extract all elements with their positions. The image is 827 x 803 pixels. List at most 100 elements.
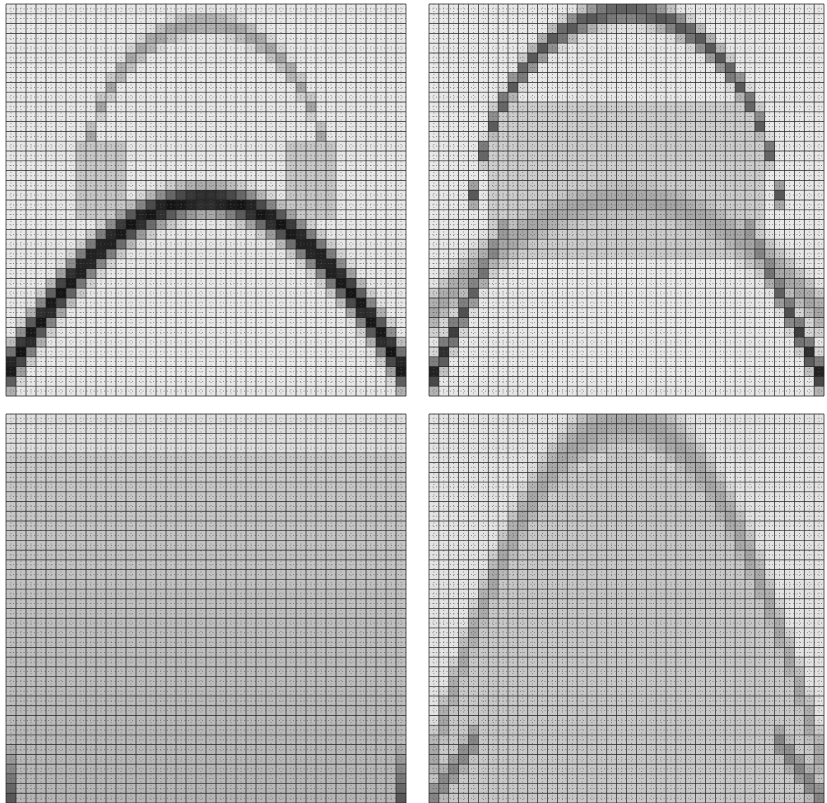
cell [794,249,804,259]
cell [286,151,296,161]
cell [186,443,196,453]
cell [804,180,814,190]
cell [528,33,538,43]
cell [146,715,156,725]
cell [636,4,646,14]
cell [656,288,666,298]
cell [126,278,136,288]
cell [256,677,266,687]
cell [326,492,336,502]
cell [126,531,136,541]
cell [46,190,56,200]
cell [326,200,336,210]
cell [706,288,716,298]
cell [286,180,296,190]
cell [86,239,96,249]
cell [216,793,226,803]
cell [597,190,607,200]
cell [518,200,528,210]
cell [794,43,804,53]
cell [66,43,76,53]
cell [276,540,286,550]
cell [286,82,296,92]
cell [186,589,196,599]
cell [597,249,607,259]
cell [686,180,696,190]
cell [755,347,765,357]
cell [146,239,156,249]
cell [567,141,577,151]
cell [396,141,406,151]
cell [136,347,146,357]
cell [804,386,814,396]
cell [206,657,216,667]
cell [518,347,528,357]
cell [548,131,558,141]
cell [56,92,66,102]
cell [16,249,26,259]
cell [814,298,824,308]
cell [366,570,376,580]
cell [86,443,96,453]
cell [116,521,126,531]
cell [116,725,126,735]
cell [6,33,16,43]
cell [266,278,276,288]
cell [276,249,286,259]
cell [196,347,206,357]
cell [86,327,96,337]
cell [469,386,479,396]
cell [804,102,814,112]
cell [66,764,76,774]
cell [196,745,206,755]
cell [156,589,166,599]
cell [686,190,696,200]
cell [126,433,136,443]
cell [16,443,26,453]
cell [116,657,126,667]
cell [56,793,66,803]
cell [696,82,706,92]
cell [356,463,366,473]
cell [256,131,266,141]
cell [116,43,126,53]
cell [196,677,206,687]
cell [126,43,136,53]
cell [518,386,528,396]
cell [46,327,56,337]
cell [326,618,336,628]
cell [116,102,126,112]
cell [286,453,296,463]
cell [16,492,26,502]
cell [6,657,16,667]
cell [256,249,266,259]
cell [216,229,226,239]
cell [296,618,306,628]
cell [706,151,716,161]
cell [478,92,488,102]
cell [577,288,587,298]
cell [286,288,296,298]
cell [46,638,56,648]
cell [206,579,216,589]
cell [326,337,336,347]
cell [548,386,558,396]
cell [296,638,306,648]
cell [336,502,346,512]
cell [286,298,296,308]
cell [286,589,296,599]
cell [116,141,126,151]
cell [326,249,336,259]
cell [146,288,156,298]
cell [548,376,558,386]
cell [597,288,607,298]
cell [735,278,745,288]
cell [597,33,607,43]
cell [46,4,56,14]
cell [656,200,666,210]
cell [206,131,216,141]
cell [706,131,716,141]
cell [567,33,577,43]
cell [156,715,166,725]
cell [459,92,469,102]
